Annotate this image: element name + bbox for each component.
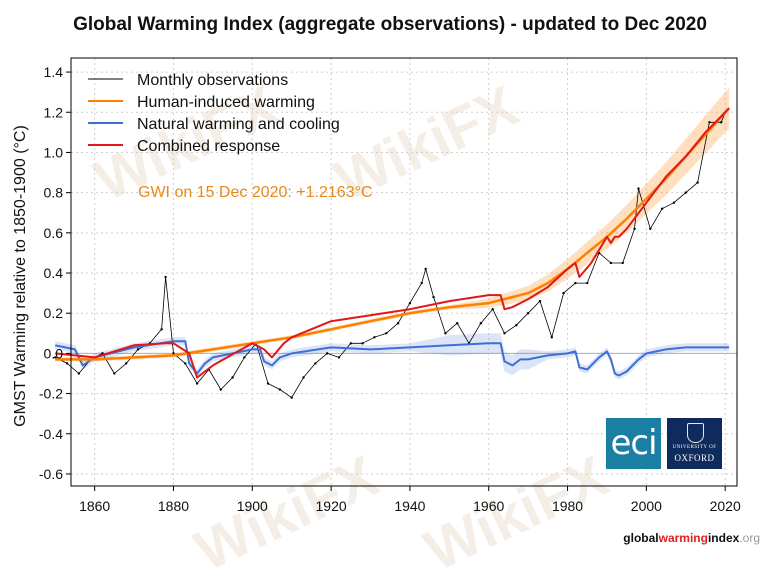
y-tick-label: 0.8: [44, 185, 64, 201]
x-tick-label: 1940: [394, 498, 425, 514]
observation-point: [633, 227, 636, 230]
eci-logo: eci: [606, 418, 661, 469]
observation-point: [160, 328, 163, 331]
observation-point: [424, 267, 427, 271]
y-tick-label: -0.4: [39, 426, 63, 442]
observation-point: [172, 352, 175, 355]
observation-point: [538, 299, 542, 303]
x-tick-label: 1880: [158, 498, 189, 514]
observation-point: [408, 301, 412, 305]
x-tick-label: 1960: [473, 498, 504, 514]
observation-point: [396, 322, 400, 325]
observation-point: [621, 261, 624, 265]
legend-label-human: Human-induced warming: [137, 94, 315, 111]
observation-point: [278, 388, 282, 391]
observation-point: [164, 275, 167, 279]
observation-point: [574, 281, 577, 285]
y-tick-label: 1.4: [44, 64, 64, 80]
observation-point: [113, 372, 116, 375]
observation-point: [184, 362, 187, 365]
footer-credit: globalwarmingindex.org: [623, 531, 760, 545]
observation-point: [243, 356, 246, 359]
observation-point: [373, 336, 376, 339]
y-tick-label: 1.2: [44, 104, 64, 120]
footer-part: index: [707, 531, 740, 545]
observation-point: [432, 295, 435, 299]
observation-point: [420, 281, 423, 285]
series-line-natural: [54, 340, 730, 377]
observation-point: [349, 342, 352, 345]
observation-point: [314, 362, 317, 365]
y-tick-label: 0.6: [44, 225, 64, 241]
legend-label-natural: Natural warming and cooling: [137, 116, 340, 133]
footer-part: warming: [658, 531, 708, 545]
observation-point: [231, 376, 234, 379]
observation-point: [54, 356, 57, 359]
observation-point: [77, 372, 81, 375]
observation-point: [720, 121, 723, 124]
x-tick-label: 1920: [316, 498, 347, 514]
y-tick-label: -0.6: [39, 466, 63, 482]
y-tick-label: 1.0: [44, 144, 64, 160]
y-tick-label: 0.4: [44, 265, 64, 281]
y-tick-label: 0.0: [44, 345, 64, 361]
observation-point: [385, 332, 388, 335]
plot-frame: [70, 57, 738, 487]
observation-point: [672, 201, 676, 204]
observation-point: [361, 342, 364, 345]
observation-point: [637, 187, 640, 190]
observation-point: [649, 227, 652, 230]
observation-point: [609, 261, 613, 265]
legend-label-combined: Combined response: [137, 138, 280, 155]
footer-part: global: [623, 531, 659, 545]
y-tick-label: 0.2: [44, 305, 64, 321]
observation-point: [302, 376, 305, 379]
observation-point: [684, 191, 687, 194]
observation-point: [479, 322, 483, 325]
observation-point: [456, 322, 459, 325]
observation-point: [526, 311, 530, 315]
observation-point: [65, 362, 69, 365]
x-tick-label: 2020: [710, 498, 741, 514]
observation-point: [515, 324, 518, 327]
x-tick-label: 1860: [79, 498, 110, 514]
y-tick-label: -0.2: [39, 386, 63, 402]
eci-logo-text: eci: [610, 423, 657, 463]
oxford-logo: UNIVERSITY OF OXFORD: [667, 418, 722, 469]
observation-point: [219, 388, 222, 391]
x-tick-label: 2000: [631, 498, 662, 514]
series-line-combined: [55, 107, 730, 379]
observation-point: [696, 181, 699, 184]
gwi-annotation: GWI on 15 Dec 2020: +1.2163°C: [138, 184, 373, 201]
observation-point: [266, 382, 270, 385]
crest-icon: [687, 423, 704, 443]
oxford-logo-small: UNIVERSITY OF: [672, 445, 717, 450]
observation-point: [586, 281, 589, 285]
legend-label-observations: Monthly observations: [137, 72, 288, 89]
observation-point: [550, 336, 553, 339]
observation-point: [195, 382, 199, 385]
x-tick-label: 1900: [237, 498, 268, 514]
observation-point: [503, 332, 506, 335]
chart-title: Global Warming Index (aggregate observat…: [73, 14, 707, 35]
observation-point: [562, 291, 565, 295]
observation-point: [325, 352, 329, 355]
observation-point: [337, 356, 341, 359]
series-line-human: [55, 107, 731, 361]
chart-plot: 1860 1880 1900 1920 1940 1960 1980 2000 2020 -0.6…: [12, 57, 741, 514]
observation-point: [290, 396, 293, 399]
observation-point: [491, 307, 494, 311]
observation-point: [124, 362, 128, 365]
observation-point: [136, 348, 140, 351]
observation-point: [444, 332, 447, 335]
y-axis-label: GMST Warming relative to 1850-1900 (°C): [12, 125, 29, 427]
x-tick-label: 1980: [552, 498, 583, 514]
footer-part: .org: [739, 531, 760, 545]
observation-point: [660, 207, 664, 210]
oxford-logo-text: OXFORD: [674, 453, 715, 463]
observation-point: [708, 121, 711, 124]
